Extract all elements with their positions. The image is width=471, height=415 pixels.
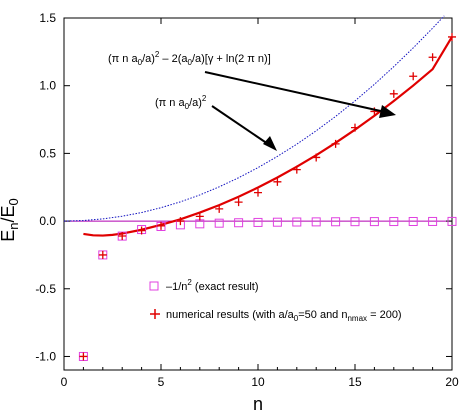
arrow1-line xyxy=(204,71,386,113)
exact-point xyxy=(272,217,282,227)
legend-exact-post: (exact result) xyxy=(192,281,259,293)
exact-point xyxy=(311,217,321,227)
exact-point xyxy=(253,217,263,227)
formula2-pre: (π n a xyxy=(155,97,185,109)
series-layer xyxy=(63,15,457,361)
y-tick-label: -0.5 xyxy=(35,282,56,296)
y-tick-label: 0.5 xyxy=(39,146,56,160)
x-tick-label: 0 xyxy=(61,375,68,389)
legend-num-post: = 200) xyxy=(367,309,402,321)
legend-numerical-marker xyxy=(150,309,160,319)
formula2-annotation: (π n a0/a)2 xyxy=(155,94,207,111)
x-tick-label: 15 xyxy=(348,375,362,389)
numerical-point xyxy=(273,177,282,186)
y-axis-label: En/E0 xyxy=(0,198,21,242)
y-tick-label: 0.0 xyxy=(39,214,56,228)
arrow1-head xyxy=(379,105,396,118)
numerical-point xyxy=(351,123,359,132)
legend-exact-marker xyxy=(149,281,159,291)
exact-point xyxy=(350,217,360,227)
formula1-mid1: /a) xyxy=(142,53,155,65)
formula2-sup: 2 xyxy=(202,94,207,103)
numerical-point xyxy=(428,53,437,62)
numerical-point xyxy=(79,352,88,361)
exact-point xyxy=(389,217,399,227)
legend-num-mid: =50 and n xyxy=(298,309,347,321)
ticks: 0 5 10 15 20-1.0-0.50.00.51.01.5 xyxy=(35,11,459,389)
exact-point xyxy=(331,217,341,227)
legend: –1/n2 (exact result) numerical results (… xyxy=(149,278,402,323)
exact-point xyxy=(447,216,457,226)
formula1-annotation: (π n a0/a)2 – 2(a0/a)[γ + ln(2 π n)] xyxy=(108,50,271,67)
numerical-point xyxy=(312,153,321,162)
x-axis-label: n xyxy=(253,394,263,414)
formula1-post: /a)[γ + ln(2 π n)] xyxy=(192,53,271,65)
numerical-point xyxy=(137,226,146,235)
formula1-sup1: 2 xyxy=(155,50,160,59)
series-leading-line xyxy=(63,15,445,222)
numerical-point xyxy=(215,204,224,213)
legend-numerical-label: numerical results (with a/a0=50 and nnma… xyxy=(166,309,402,323)
legend-exact-sup: 2 xyxy=(187,278,192,287)
y-label-main: E xyxy=(0,230,18,242)
legend-num-sub1: nmax xyxy=(347,314,367,323)
numerical-point xyxy=(234,198,243,207)
numerical-point xyxy=(331,139,340,148)
exact-point xyxy=(234,218,244,228)
y-tick-label: 1.0 xyxy=(39,79,56,93)
numerical-point xyxy=(389,89,398,98)
formula2-sub: 0 xyxy=(185,102,190,111)
x-tick-label: 20 xyxy=(445,375,459,389)
legend-num-pre: numerical results (with a/a xyxy=(166,309,295,321)
numerical-point xyxy=(118,231,127,240)
exact-point xyxy=(369,217,379,227)
numerical-point xyxy=(157,221,165,230)
y-label-sub2: 0 xyxy=(6,198,21,205)
y-label-sep: / xyxy=(0,217,18,222)
x-tick-label: 10 xyxy=(251,375,265,389)
x-tick-label: 5 xyxy=(158,375,165,389)
y-tick-label: 1.5 xyxy=(39,11,56,25)
exact-point xyxy=(214,218,224,228)
arrow2-line xyxy=(211,105,269,145)
numerical-point xyxy=(98,250,107,259)
numerical-point xyxy=(292,165,301,174)
formula1-sub1: 0 xyxy=(138,58,143,67)
numerical-point xyxy=(254,188,262,197)
formula1-pre: (π n a xyxy=(108,53,138,65)
legend-exact-label: –1/n2 (exact result) xyxy=(166,278,259,293)
arrow2-head xyxy=(263,136,277,151)
y-label-sub: n xyxy=(6,223,21,230)
numerical-point xyxy=(176,217,185,226)
numerical-point xyxy=(195,212,204,221)
legend-exact-pre: –1/n xyxy=(166,281,187,293)
numerical-point xyxy=(409,72,418,81)
legend-num-sub0: 0 xyxy=(294,314,299,323)
exact-point xyxy=(428,216,438,226)
y-tick-label: -1.0 xyxy=(35,349,56,363)
y-label-main2: E xyxy=(0,205,18,217)
exact-point xyxy=(292,217,302,227)
formula2-mid: /a) xyxy=(189,97,202,109)
formula1-mid2: – 2(a xyxy=(159,53,188,65)
exact-point xyxy=(408,216,418,226)
formula1-sub2: 0 xyxy=(188,58,193,67)
numerical-point xyxy=(448,32,456,41)
